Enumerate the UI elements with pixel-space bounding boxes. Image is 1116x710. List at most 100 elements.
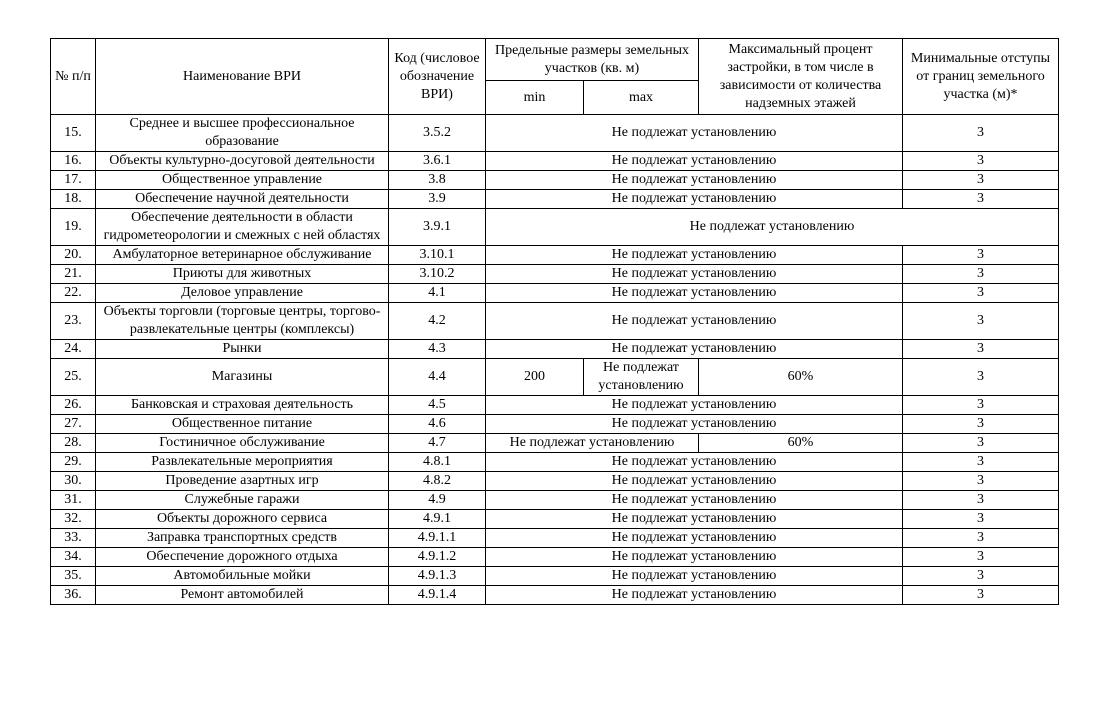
- merged-value-cell: Не подлежат установлению: [485, 528, 903, 548]
- row-code-cell: 4.9.1.4: [388, 585, 486, 605]
- row-code-cell: 4.3: [388, 339, 486, 359]
- merged-value-cell: Не подлежат установлению: [485, 208, 1059, 246]
- row-code-cell: 3.10.2: [388, 264, 486, 284]
- row-number-cell: 26.: [50, 395, 96, 415]
- table-body: 15. Среднее и высшее профессиональное обр…: [50, 114, 1059, 605]
- row-name-cell: Гостиничное обслуживание: [95, 433, 389, 453]
- merged-value-cell: Не подлежат установлению: [485, 509, 903, 529]
- merged-value-cell: Не подлежат установлению: [485, 339, 903, 359]
- setback-cell: 3: [902, 114, 1059, 152]
- header-row-number: № п/п: [50, 38, 96, 115]
- row-code-cell: 3.8: [388, 170, 486, 190]
- row-name-cell: Служебные гаражи: [95, 490, 389, 510]
- row-name-cell: Развлекательные мероприятия: [95, 452, 389, 472]
- header-plot-size-group: Предельные размеры земельных участков (к…: [485, 38, 699, 81]
- table-row: 22. Деловое управление 4.1 Не подлежат уста…: [50, 283, 1059, 303]
- table-row: 28. Гостиничное обслуживание 4.7 Не подлежа…: [50, 433, 1059, 453]
- row-code-cell: 4.4: [388, 358, 486, 396]
- row-code-cell: 3.9: [388, 189, 486, 209]
- row-code-cell: 3.5.2: [388, 114, 486, 152]
- setback-cell: 3: [902, 585, 1059, 605]
- table-row: 29. Развлекательные мероприятия 4.8.1 Не по…: [50, 452, 1059, 472]
- table-row: 20. Амбулаторное ветеринарное обслуживани…: [50, 245, 1059, 265]
- row-number-cell: 34.: [50, 547, 96, 567]
- row-name-cell: Банковская и страховая деятельность: [95, 395, 389, 415]
- row-name-cell: Магазины: [95, 358, 389, 396]
- setback-cell: 3: [902, 339, 1059, 359]
- row-name-cell: Приюты для животных: [95, 264, 389, 284]
- row-number-cell: 18.: [50, 189, 96, 209]
- row-code-cell: 3.10.1: [388, 245, 486, 265]
- header-min-setback: Минимальные отступы от границ земельного…: [902, 38, 1059, 115]
- row-code-cell: 4.7: [388, 433, 486, 453]
- setback-cell: 3: [902, 170, 1059, 190]
- setback-cell: 3: [902, 452, 1059, 472]
- header-max-build-percent: Максимальный процент застройки, в том чи…: [698, 38, 903, 115]
- merged-value-cell: Не подлежат установлению: [485, 283, 903, 303]
- setback-cell: 3: [902, 509, 1059, 529]
- row-code-cell: 4.1: [388, 283, 486, 303]
- max-cell: Не подлежат установлению: [583, 358, 699, 396]
- row-code-cell: 4.9.1.1: [388, 528, 486, 548]
- setback-cell: 3: [902, 302, 1059, 340]
- min-cell: 200: [485, 358, 584, 396]
- merged-value-cell: Не подлежат установлению: [485, 585, 903, 605]
- merged-value-cell: Не подлежат установлению: [485, 471, 903, 491]
- row-code-cell: 4.8.2: [388, 471, 486, 491]
- row-code-cell: 4.8.1: [388, 452, 486, 472]
- row-number-cell: 23.: [50, 302, 96, 340]
- table-row: 32. Объекты дорожного сервиса 4.9.1 Не подл…: [50, 509, 1059, 529]
- table-row: 16. Объекты культурно-досуговой деятельно…: [50, 151, 1059, 171]
- table-row: 34. Обеспечение дорожного отдыха 4.9.1.2 Не…: [50, 547, 1059, 567]
- merged-value-cell: Не подлежат установлению: [485, 302, 903, 340]
- setback-cell: 3: [902, 414, 1059, 434]
- percent-cell: 60%: [698, 433, 903, 453]
- row-name-cell: Ремонт автомобилей: [95, 585, 389, 605]
- row-number-cell: 20.: [50, 245, 96, 265]
- setback-cell: 3: [902, 395, 1059, 415]
- row-name-cell: Заправка транспортных средств: [95, 528, 389, 548]
- table-row: 27. Общественное питание 4.6 Не подлежат ус…: [50, 414, 1059, 434]
- setback-cell: 3: [902, 245, 1059, 265]
- table-row: 18. Обеспечение научной деятельности 3.9 Не…: [50, 189, 1059, 209]
- setback-cell: 3: [902, 547, 1059, 567]
- row-code-cell: 4.9.1: [388, 509, 486, 529]
- row-code-cell: 4.6: [388, 414, 486, 434]
- row-name-cell: Обеспечение деятельности в области гидро…: [95, 208, 389, 246]
- table-row: 30. Проведение азартных игр 4.8.2 Не подлеж…: [50, 471, 1059, 491]
- row-name-cell: Проведение азартных игр: [95, 471, 389, 491]
- merged-value-cell: Не подлежат установлению: [485, 547, 903, 567]
- merged-value-cell: Не подлежат установлению: [485, 245, 903, 265]
- row-number-cell: 22.: [50, 283, 96, 303]
- header-min: min: [485, 80, 584, 115]
- merged-value-cell: Не подлежат установлению: [485, 566, 903, 586]
- table-row: 31. Служебные гаражи 4.9 Не подлежат устано…: [50, 490, 1059, 510]
- row-number-cell: 35.: [50, 566, 96, 586]
- row-name-cell: Деловое управление: [95, 283, 389, 303]
- setback-cell: 3: [902, 189, 1059, 209]
- row-number-cell: 21.: [50, 264, 96, 284]
- table-row: 25. Магазины 4.4 200 Не подлежат установлени…: [50, 358, 1059, 396]
- row-number-cell: 19.: [50, 208, 96, 246]
- row-number-cell: 32.: [50, 509, 96, 529]
- merged-value-cell: Не подлежат установлению: [485, 414, 903, 434]
- merged-value-cell: Не подлежат установлению: [485, 395, 903, 415]
- row-code-cell: 4.9: [388, 490, 486, 510]
- row-number-cell: 29.: [50, 452, 96, 472]
- row-number-cell: 31.: [50, 490, 96, 510]
- table-row: 17. Общественное управление 3.8 Не подлежат…: [50, 170, 1059, 190]
- row-number-cell: 16.: [50, 151, 96, 171]
- header-vri-code: Код (числовое обозначение ВРИ): [388, 38, 486, 115]
- header-row-top: № п/п Наименование ВРИ Код (числовое обо…: [50, 38, 1059, 115]
- merged-value-cell: Не подлежат установлению: [485, 264, 903, 284]
- merged-value-cell: Не подлежат установлению: [485, 151, 903, 171]
- row-number-cell: 25.: [50, 358, 96, 396]
- table-row: 19. Обеспечение деятельности в области ги…: [50, 208, 1059, 246]
- row-code-cell: 4.5: [388, 395, 486, 415]
- table-row: 33. Заправка транспортных средств 4.9.1.1 Н…: [50, 528, 1059, 548]
- setback-cell: 3: [902, 490, 1059, 510]
- percent-cell: 60%: [698, 358, 903, 396]
- row-code-cell: 4.9.1.2: [388, 547, 486, 567]
- table-row: 36. Ремонт автомобилей 4.9.1.4 Не подлежат …: [50, 585, 1059, 605]
- merged-minmax-cell: Не подлежат установлению: [485, 433, 699, 453]
